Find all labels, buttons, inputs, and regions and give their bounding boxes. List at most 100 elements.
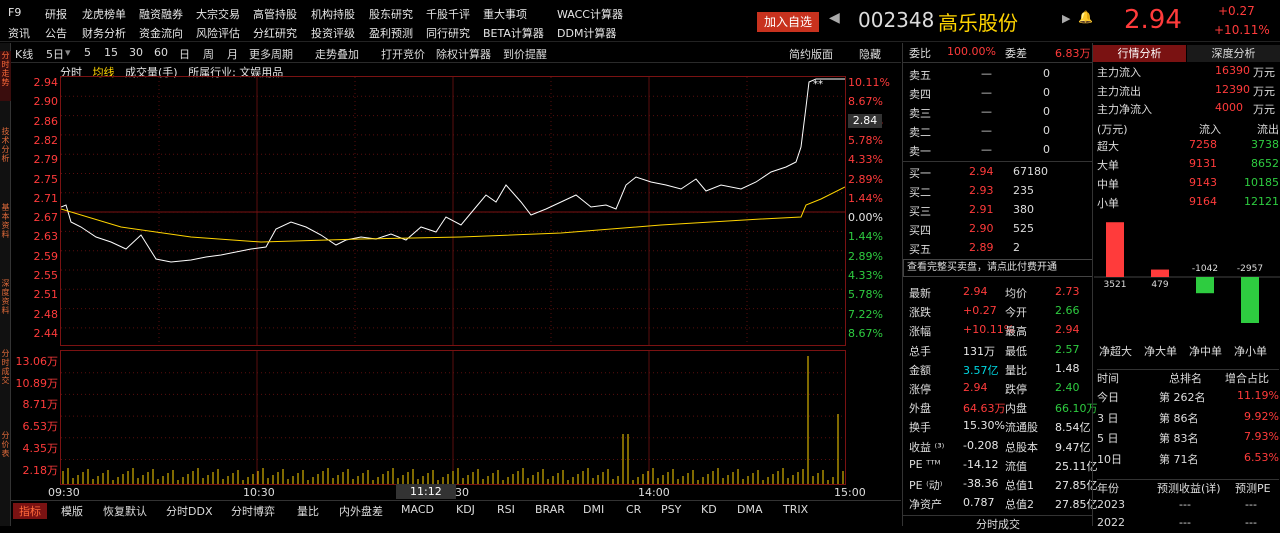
nav-inst-holding[interactable]: 机构持股 [311,8,355,21]
volume-tick: 2.18万 [22,463,59,477]
nav-margin[interactable]: 融资融券 [139,8,183,21]
price-tick: 2.82 [33,133,59,147]
quote-label-a: 涨停 [909,383,931,396]
btn-60min[interactable]: 60 [154,46,168,59]
quote-label-a: PE ᵀᵀᴹ [909,457,941,471]
nav-wacc[interactable]: WACC计算器 [557,8,623,21]
flow-row-out: 12121 [1244,195,1279,208]
tab-cr[interactable]: CR [626,503,642,516]
tab-depth-analysis[interactable]: 深度分析 [1187,45,1280,62]
nav-dragon-tiger[interactable]: 龙虎榜单 [82,8,126,21]
nav-announce[interactable]: 公告 [45,27,67,40]
forecast-head-eps[interactable]: 预测收益(详) [1157,482,1221,495]
main-flow-row: 主力流出 12390 万元 [1097,83,1279,100]
order-book-panel: 委比 100.00% 委差 6.83万 卖五 — 0 卖四 — 0 卖三 — 0 卖二 — 0 卖一 — 0… [902,43,1098,531]
btn-day[interactable]: 日 [179,48,190,61]
intraday-chart[interactable]: ** [60,76,846,346]
nav-f9[interactable]: F9 [8,6,22,19]
tab-price-table[interactable]: 分价表 [1,431,10,458]
btn-auction[interactable]: 打开竞价 [381,48,425,61]
btn-15min[interactable]: 15 [104,46,118,59]
tab-game[interactable]: 分时博弈 [231,505,275,518]
tab-ddx[interactable]: 分时DDX [166,505,213,518]
btn-exright-calc[interactable]: 除权计算器 [436,48,491,61]
nav-research[interactable]: 研报 [45,8,67,21]
tab-template[interactable]: 模版 [61,505,83,518]
volume-chart[interactable] [60,350,846,485]
nav-rating[interactable]: 投资评级 [311,27,355,40]
tab-volratio[interactable]: 量比 [297,505,319,518]
flow-table-in: 流入 [1199,123,1221,136]
btn-30min[interactable]: 30 [129,46,143,59]
quote-value-b: 2.94 [1055,323,1080,337]
quote-label-b: 总值2 [1005,498,1034,512]
tab-indicator[interactable]: 指标 [13,503,47,519]
nav-forecast[interactable]: 盈利预测 [369,27,413,40]
quote-label-b: 最高 [1005,325,1027,339]
btn-simple-layout[interactable]: 简约版面 [789,48,833,61]
buy-row: 买四 2.90 525 [909,222,1091,240]
flow-row-out: 3738 [1251,138,1279,151]
btn-more-period[interactable]: 更多周期 [249,48,293,61]
btn-5day[interactable]: 5日 [46,48,64,61]
nav-review[interactable]: 千股千评 [426,8,470,21]
quote-row: 涨停 2.94 跌停 2.40 [909,381,1091,399]
full-book-notice[interactable]: 查看完整买卖盘，请点此付费开通 [903,259,1093,277]
nav-block-trade[interactable]: 大宗交易 [196,8,240,21]
rank-row: 10日 第 71名 6.53% [1097,451,1279,468]
price-tick: 2.94 [33,76,59,89]
btn-month[interactable]: 月 [227,48,238,61]
forecast-head-year: 年份 [1097,482,1119,495]
tab-psy[interactable]: PSY [661,503,682,516]
nav-news[interactable]: 资讯 [8,27,30,40]
add-watchlist-button[interactable]: 加入自选 [757,12,819,32]
dropdown-icon[interactable]: ▾ [65,46,71,59]
nav-shareholder[interactable]: 股东研究 [369,8,413,21]
price-tick: 2.90 [33,95,59,109]
btn-price-alert[interactable]: 到价提醒 [503,48,547,61]
tab-kd[interactable]: KD [701,503,717,516]
tab-technical[interactable]: 技术分析 [1,127,10,163]
nav-ddm[interactable]: DDM计算器 [557,27,617,40]
nav-events[interactable]: 重大事项 [483,8,527,21]
tab-deep[interactable]: 深度资料 [1,279,10,315]
btn-hide[interactable]: 隐藏 [859,48,881,61]
bell-icon[interactable]: 🔔 [1078,10,1093,24]
tab-macd[interactable]: MACD [401,503,434,516]
btn-5min[interactable]: 5 [84,46,91,59]
nav-peer[interactable]: 同行研究 [426,27,470,40]
tab-brar[interactable]: BRAR [535,503,565,516]
tab-dma[interactable]: DMA [737,503,763,516]
buy-volume: 525 [1013,222,1034,235]
tab-ticks[interactable]: 分时成交 [1,349,10,385]
nav-dividend[interactable]: 分红研究 [253,27,297,40]
nav-exec-holding[interactable]: 高管持股 [253,8,297,21]
tab-inout-diff[interactable]: 内外盘差 [339,505,383,518]
tab-kdj[interactable]: KDJ [456,503,475,516]
quote-label-a: PE ⁽动⁾ [909,479,943,492]
tab-rsi[interactable]: RSI [497,503,515,516]
tab-market-analysis[interactable]: 行情分析 [1093,45,1186,62]
btn-week[interactable]: 周 [203,48,214,61]
next-stock-icon[interactable]: ▶ [1062,12,1071,25]
tick-footer[interactable]: 分时成交 [903,515,1093,532]
nav-beta[interactable]: BETA计算器 [483,27,544,40]
btn-overlay[interactable]: 走势叠加 [315,48,359,61]
flow-label: 主力净流入 [1097,103,1152,116]
nav-capital-flow[interactable]: 资金流向 [139,27,183,40]
full-book-link[interactable]: 付费开通 [1017,262,1057,273]
btn-kline[interactable]: K线 [15,48,34,61]
tab-basic[interactable]: 基本资料 [1,203,10,239]
tab-reset[interactable]: 恢复默认 [103,505,147,518]
sell-volume: 0 [1043,105,1050,118]
tab-intraday[interactable]: 分时走势 [0,51,11,101]
quote-value-b: 1.48 [1055,361,1080,375]
tab-dmi[interactable]: DMI [583,503,605,516]
tab-trix[interactable]: TRIX [783,503,809,516]
rank-time: 3 日 [1097,411,1119,425]
nav-finance[interactable]: 财务分析 [82,27,126,40]
prev-stock-icon[interactable]: ◀ [829,10,840,26]
sell-label: 卖三 [909,107,931,120]
pct-tick: 0.00% [848,211,883,225]
nav-risk[interactable]: 风险评估 [196,27,240,40]
